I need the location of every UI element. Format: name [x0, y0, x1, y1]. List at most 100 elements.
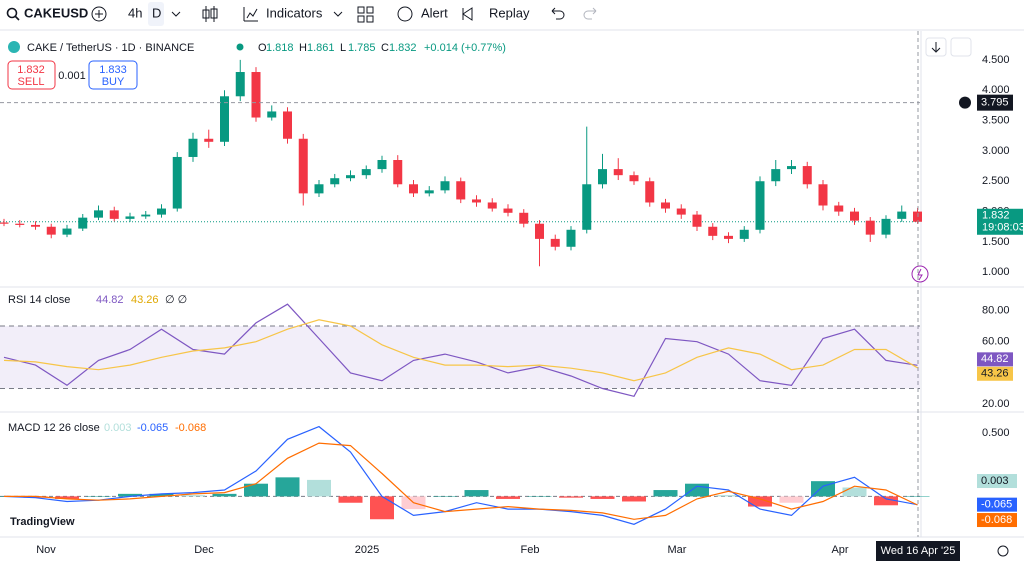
ohlc-label: H	[299, 42, 307, 54]
indicator-title: MACD 12 26 close	[8, 422, 100, 434]
x-tick-label: 2025	[355, 544, 379, 556]
sell-price: 1.832	[17, 64, 45, 76]
layouts[interactable]	[357, 6, 374, 23]
sell-label: SELL	[18, 76, 45, 88]
candle-body	[881, 218, 891, 235]
symbol-title: CAKE / TetherUS · 1D · BINANCE	[27, 42, 194, 54]
candle-body	[62, 228, 72, 235]
histogram-bar	[716, 495, 741, 497]
histogram-bar	[748, 496, 772, 507]
candle-body	[582, 184, 592, 230]
ohlc-label: C	[381, 42, 389, 54]
value-box-label: 0.003	[981, 475, 1009, 487]
value-box	[977, 497, 1017, 512]
indicator-line	[4, 442, 918, 520]
event-icon	[917, 268, 923, 281]
histogram-bar	[370, 496, 394, 520]
event-marker[interactable]	[911, 265, 929, 283]
y-tick-label: 2.500	[982, 175, 1010, 187]
settings[interactable]	[997, 545, 1009, 557]
symbol[interactable]: CAKEUSD	[24, 5, 88, 20]
alert-icon	[397, 6, 413, 22]
interval[interactable]: 4h	[128, 5, 142, 20]
histogram-bar	[496, 496, 520, 499]
value-box	[977, 366, 1013, 381]
indicator-title: RSI 14 close	[8, 294, 70, 306]
histogram-bar	[527, 496, 552, 497]
histogram-bar	[244, 483, 268, 497]
last-price-label: 1.832	[982, 210, 1010, 222]
candle-body	[487, 202, 497, 209]
candle-body	[739, 229, 749, 239]
candle-body	[424, 190, 434, 194]
replay[interactable]: Replay	[489, 5, 530, 20]
ohlc-value: 1.785	[348, 42, 376, 54]
change: +0.014 (+0.77%)	[424, 42, 506, 54]
indicator-value: 44.82	[96, 294, 124, 306]
histogram-bar	[842, 487, 867, 497]
indicator-line	[3, 319, 918, 382]
candle-body	[440, 181, 450, 191]
x-tick-label: Dec	[194, 544, 214, 556]
logo: TradingView	[10, 516, 75, 528]
indicators[interactable]: Indicators	[266, 5, 323, 20]
y-tick-label: 4.500	[982, 54, 1010, 66]
y-tick-label: 60.00	[982, 336, 1010, 348]
candle-body	[897, 211, 907, 219]
value-box	[977, 474, 1017, 489]
candle-body	[330, 178, 340, 185]
value-box	[977, 352, 1013, 367]
indicators-icon	[243, 7, 258, 22]
add-symbol[interactable]	[91, 6, 107, 22]
candle-body	[865, 220, 875, 235]
redo[interactable]	[583, 7, 597, 20]
indicator-value: 0.003	[104, 422, 132, 434]
candle-body	[771, 169, 781, 182]
histogram-bar	[307, 479, 331, 497]
y-tick-label: 1.000	[982, 266, 1010, 278]
alert[interactable]: Alert	[421, 5, 448, 20]
candle-body	[377, 160, 387, 170]
candle-body	[519, 212, 529, 224]
candle-body	[393, 160, 403, 185]
candle-body	[15, 223, 25, 225]
crosshair-date: Wed 16 Apr '25	[881, 545, 956, 557]
candle-body	[834, 205, 844, 212]
candle-body	[141, 214, 151, 217]
candle-body	[802, 166, 812, 185]
candle-body	[283, 111, 292, 139]
buy-button[interactable]	[88, 60, 138, 90]
histogram-bar	[905, 496, 930, 497]
indicators-menu[interactable]	[333, 11, 343, 17]
crosshair-add[interactable]	[959, 96, 971, 109]
scale-icon	[931, 42, 941, 53]
y-tick-label: 1.500	[982, 236, 1010, 248]
candle-body	[94, 210, 103, 218]
search-icon[interactable]	[6, 7, 18, 19]
candle-body	[157, 208, 166, 215]
value-box-label: 44.82	[981, 353, 1009, 365]
sell-button[interactable]	[7, 60, 56, 90]
candle-body	[676, 208, 686, 215]
indicator-value: -0.068	[175, 422, 206, 434]
histogram-bar	[590, 496, 615, 499]
search-icon	[14, 15, 20, 21]
undo[interactable]	[551, 7, 565, 20]
candle-body	[109, 210, 119, 219]
interval-menu[interactable]	[171, 11, 181, 17]
chart-type[interactable]	[202, 6, 218, 22]
candle-body	[708, 226, 718, 236]
value-box	[977, 513, 1017, 528]
candle-body	[125, 216, 135, 219]
histogram-bar	[181, 495, 205, 497]
ohlc-value: 1.861	[307, 42, 335, 54]
crosshair-price: 3.795	[981, 97, 1009, 109]
histogram-bar	[275, 477, 300, 497]
candle-body	[267, 111, 277, 118]
candle-body	[314, 184, 324, 194]
interval[interactable]: D	[152, 5, 161, 20]
candle-body	[724, 235, 733, 239]
ohlc-label: L	[340, 42, 346, 54]
fullscreen-button[interactable]	[950, 37, 972, 57]
market-status	[236, 43, 244, 51]
